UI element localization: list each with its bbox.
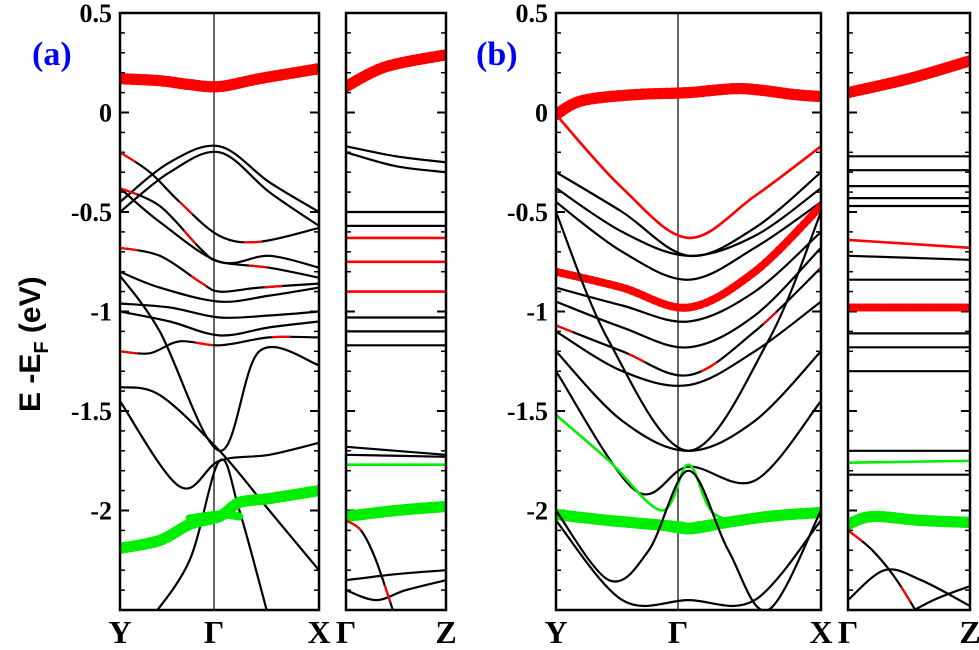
- panel-0-gz-band-11: [346, 445, 446, 456]
- panel-0-path-kpoint-label-0: Y: [108, 614, 131, 650]
- panel-0-path-band-2: [120, 150, 319, 227]
- panel-1-path-kpoint-label-2: X: [809, 614, 832, 650]
- panel-0-gz-band-14: [346, 505, 446, 518]
- panel-0-gz-band-12: [346, 453, 446, 458]
- panel-0-path-band-16: [189, 513, 240, 520]
- panel-a-label: (a): [32, 36, 72, 73]
- panel-0-ytick-label-0: 0.5: [80, 0, 113, 28]
- panel-0-ytick-label-2: -0.5: [71, 198, 112, 227]
- panel-1-path-band-5: [556, 205, 821, 310]
- panel-1-path-band-16: [556, 469, 821, 610]
- panel-0-ytick-label-3: -1: [90, 298, 112, 327]
- panel-0-path-band-13: [120, 400, 319, 490]
- panel-1-path-frame: [554, 11, 823, 612]
- panel-0-ytick-label-1: 0: [99, 99, 112, 128]
- panel-1-path-band-3: [556, 187, 821, 257]
- panel-1-ytick-label-1: 0: [535, 99, 548, 128]
- panel-0-path-band-0: [120, 67, 319, 89]
- panel-1-path-band-7: [556, 247, 821, 349]
- panel-0-path-band-9: [120, 310, 319, 337]
- y-axis-label: E -EF (eV): [14, 276, 53, 412]
- panel-0-ytick-label-4: -1.5: [71, 397, 112, 426]
- panel-0-path-kpoint-label-2: X: [307, 614, 330, 650]
- panel-1-gz-band-14: [848, 459, 970, 464]
- panel-0-gz-bands: [346, 49, 446, 610]
- panel-0-gz-band-0: [346, 53, 446, 88]
- panel-1-path-band-15: [661, 525, 716, 532]
- y-axis-label-main: E -E: [14, 354, 47, 412]
- panel-1-gz-band-7: [848, 254, 970, 261]
- panel-1-ytick-label-4: -1.5: [507, 397, 548, 426]
- panel-1-gz-kpoint-label-1: Z: [959, 614, 979, 650]
- panel-0-path-bands: [120, 63, 319, 610]
- panel-0-path-band-5-projection: [120, 187, 319, 279]
- panel-b-label: (b): [476, 36, 518, 73]
- panel-1-path-band-11: [556, 350, 821, 452]
- panel-0-path-band-10-projection: [120, 335, 319, 355]
- panel-1-path-band-4: [556, 201, 821, 281]
- panel-1-gz-bands: [848, 55, 970, 610]
- panel-1-path-band-17: [556, 519, 821, 608]
- panel-0-path-band-6: [120, 246, 319, 293]
- panel-0-path-band-1: [120, 144, 319, 213]
- panel-0-gz-band-0-circles: [346, 49, 446, 93]
- panel-0-ytick-label-5: -2: [90, 497, 112, 526]
- panel-1-path-band-8: [556, 266, 821, 377]
- panel-1-ytick-label-0: 0.5: [516, 0, 549, 28]
- panel-1-path-band-13: [556, 414, 821, 523]
- y-axis-label-unit: (eV): [14, 276, 47, 341]
- panel-1-path-band-1: [556, 113, 821, 240]
- panel-0-path-band-5: [120, 187, 319, 279]
- panel-1-ytick-label-3: -1: [526, 298, 548, 327]
- panel-0-path-band-3: [120, 151, 319, 244]
- y-axis-label-sub: F: [31, 341, 53, 353]
- panel-1-ytick-label-2: -0.5: [507, 198, 548, 227]
- panel-0-path-frame: [118, 11, 321, 612]
- panel-1-path-band-9: [556, 300, 821, 387]
- panel-0-path-kpoint-label-1: Γ: [204, 614, 224, 650]
- panel-1-path-kpoint-label-0: Y: [544, 614, 567, 650]
- panel-1-gz-band-19: [912, 585, 970, 610]
- panel-0-gz-band-17-projection: [346, 519, 394, 610]
- panel-1-path-bands: [556, 82, 821, 610]
- panel-0-gz-band-16: [346, 579, 446, 602]
- panel-1-gz-frame: [846, 11, 972, 612]
- panel-0-path-band-12: [120, 386, 319, 571]
- panel-1-gz-kpoint-label-0: Γ: [838, 614, 858, 650]
- panel-1-path-kpoint-label-1: Γ: [668, 614, 688, 650]
- panel-1-ytick-label-5: -2: [526, 497, 548, 526]
- panel-0-path-band-7: [120, 270, 319, 303]
- panel-0-path-band-8: [120, 302, 319, 319]
- panel-0-gz-band-2: [346, 151, 446, 174]
- panel-1-gz-band-6: [848, 238, 970, 250]
- panel-0-path-band-0-circles: [120, 63, 319, 93]
- panel-0-path-band-14: [155, 458, 268, 610]
- panel-0-path-band-3-projection: [120, 151, 319, 244]
- panel-1-path-band-6: [556, 231, 821, 323]
- panel-1-path-band-0: [556, 87, 821, 116]
- panel-0-gz-kpoint-label-0: Γ: [336, 614, 356, 650]
- panel-1-gz-band-16: [848, 515, 970, 526]
- panel-b-y-ticks: 0.5 0 -0.5 -1 -1.5 -2: [507, 0, 548, 526]
- panel-1-path-band-12: [556, 370, 821, 496]
- panel-1-gz-band-17-projection: [848, 529, 917, 610]
- panel-0-gz-band-1: [346, 145, 446, 164]
- panel-0-gz-band-17: [346, 519, 394, 610]
- panel-0-gz-kpoint-label-1: Z: [435, 614, 456, 650]
- panel-0-gz-band-15: [346, 569, 446, 582]
- panel-0-path-band-15-circles: [120, 485, 319, 554]
- panel-1-gz-band-0: [848, 59, 970, 94]
- panel-a-y-ticks: 0.5 0 -0.5 -1 -1.5 -2: [71, 0, 112, 526]
- panel-0-gz-frame: [344, 11, 448, 612]
